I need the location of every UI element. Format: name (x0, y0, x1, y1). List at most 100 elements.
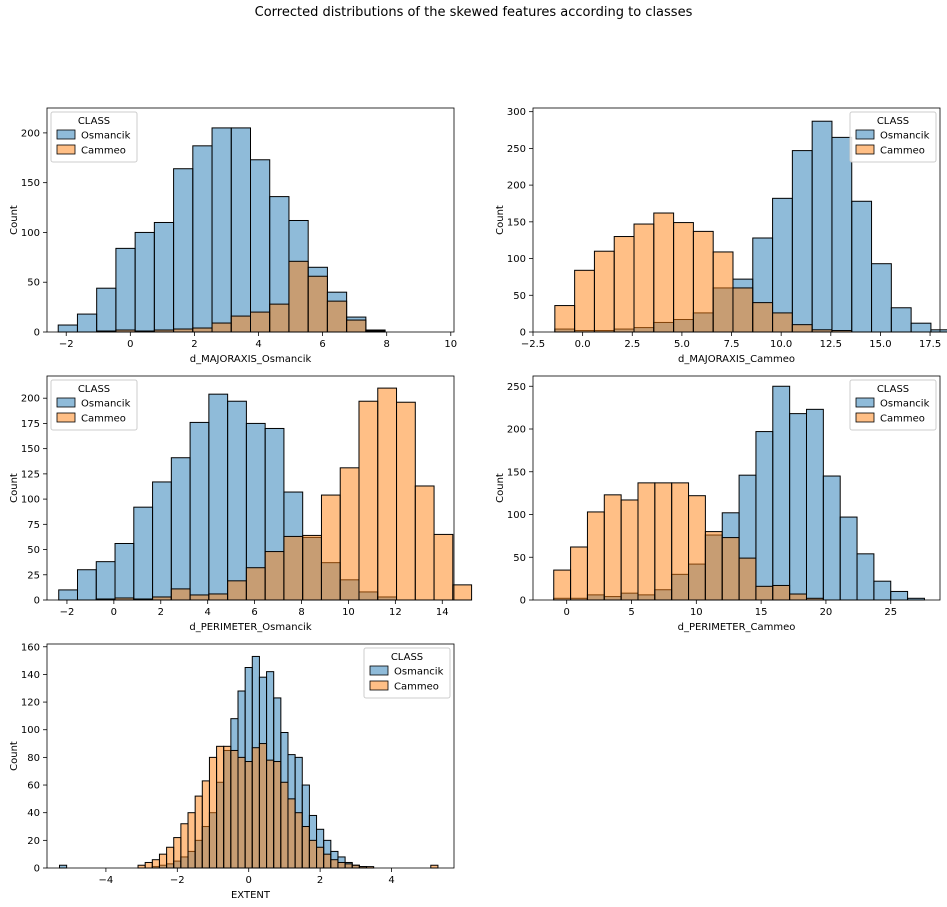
y-tick-label: 0 (34, 864, 40, 875)
bar-cammeo (151, 859, 160, 869)
y-tick-label: 25 (27, 570, 40, 581)
bar-osmancik (772, 197, 793, 333)
y-tick-label: 160 (21, 642, 40, 653)
y-axis-label: Count (495, 205, 506, 235)
axes-frame (46, 643, 455, 869)
bar-outlier (58, 864, 68, 869)
legend-label-cammeo: Cammeo (81, 146, 126, 157)
bar-cammeo (326, 300, 348, 333)
y-tick-label: 60 (27, 781, 40, 792)
bar-cammeo (732, 287, 754, 333)
legend-swatch-osmancik (855, 129, 875, 140)
bar-cammeo (620, 499, 639, 601)
bar-osmancik (211, 127, 232, 333)
legend-swatch-cammeo (855, 412, 875, 423)
y-tick-label: 100 (21, 228, 40, 239)
bar-cammeo (593, 250, 615, 333)
bar-cammeo (692, 230, 714, 333)
bar-osmancik (890, 590, 909, 601)
x-axis-label: d_PERIMETER_Osmancik (189, 622, 311, 633)
bar-cammeo (339, 467, 360, 601)
bar-osmancik (839, 516, 858, 601)
bar-cammeo (671, 482, 690, 601)
legend-swatch-osmancik (855, 397, 875, 408)
bar-osmancik (95, 561, 116, 601)
bar-osmancik (930, 329, 947, 333)
bar-cammeo (266, 759, 275, 869)
bar-osmancik (873, 580, 892, 601)
x-tick-label: −2 (60, 607, 75, 618)
bar-cammeo (287, 798, 296, 869)
x-tick-label: 6 (319, 339, 325, 350)
axes-frame (46, 375, 455, 601)
bar-osmancik (856, 553, 875, 601)
y-tick-label: 0 (34, 328, 40, 339)
bar-cammeo (637, 482, 656, 601)
bar-cammeo (452, 584, 473, 601)
bar-cammeo (337, 861, 346, 869)
y-tick-label: 250 (507, 144, 526, 155)
bar-cammeo (280, 781, 289, 869)
legend-swatch-osmancik (369, 665, 389, 676)
x-tick-label: 10 (342, 607, 355, 618)
bar-cammeo (351, 864, 360, 869)
x-tick-label: 15 (755, 607, 768, 618)
y-tick-label: 40 (27, 808, 40, 819)
x-tick-label: −2 (59, 339, 74, 350)
y-tick-label: 100 (507, 254, 526, 265)
y-tick-label: 200 (507, 181, 526, 192)
legend-swatch-osmancik (56, 397, 76, 408)
bar-cammeo (269, 303, 290, 333)
bar-cammeo (772, 312, 793, 333)
bar-osmancik (76, 313, 98, 333)
bar-cammeo (603, 494, 622, 601)
y-tick-label: 200 (21, 128, 40, 139)
x-tick-label: 2 (317, 875, 323, 886)
x-tick-label: 25 (884, 607, 897, 618)
legend: CLASS Osmancik Cammeo (363, 647, 451, 699)
bar-cammeo (308, 839, 318, 869)
x-axis-label: EXTENT (231, 890, 271, 901)
legend-swatch-cammeo (855, 144, 875, 155)
bar-cammeo (170, 588, 191, 601)
bar-cammeo (633, 223, 655, 333)
y-tick-label: 50 (513, 291, 526, 302)
y-tick-label: 150 (21, 444, 40, 455)
y-tick-label: 125 (21, 469, 40, 480)
legend-label-cammeo: Cammeo (81, 414, 126, 425)
bar-cammeo (294, 812, 303, 869)
x-tick-label: 12.5 (820, 339, 842, 350)
legend-title: CLASS (877, 116, 909, 127)
x-tick-label: 17.5 (919, 339, 941, 350)
x-tick-label: −2 (170, 875, 185, 886)
bar-osmancik (871, 263, 892, 333)
bar-cammeo (654, 482, 673, 601)
bar-cammeo (194, 795, 203, 869)
legend: CLASS Osmancik Cammeo (50, 379, 138, 431)
x-tick-label: 5 (628, 607, 634, 618)
x-tick-label: 0 (111, 607, 117, 618)
bar-cammeo (358, 400, 379, 601)
x-axis-label: d_MAJORAXIS_Osmancik (190, 354, 312, 365)
bar-cammeo (223, 745, 232, 869)
bar-osmancik (152, 481, 172, 601)
bar-osmancik (755, 431, 774, 601)
bar-osmancik (114, 542, 135, 601)
bar-cammeo (316, 846, 325, 869)
legend-label-osmancik: Osmancik (81, 399, 131, 410)
y-tick-label: 300 (507, 107, 526, 118)
bar-osmancik (789, 413, 807, 601)
bar-cammeo (192, 327, 213, 333)
bar-cammeo (433, 533, 454, 601)
legend-swatch-cammeo (56, 144, 76, 155)
bar-cammeo (237, 756, 246, 869)
bar-osmancik (811, 120, 833, 333)
bar-cammeo (283, 535, 304, 601)
bar-osmancik (96, 287, 117, 333)
y-axis-label: Count (9, 205, 20, 235)
x-tick-label: 2 (158, 607, 164, 618)
bar-osmancik (134, 231, 155, 333)
bar-cammeo (344, 863, 353, 869)
bar-cammeo (245, 567, 266, 601)
